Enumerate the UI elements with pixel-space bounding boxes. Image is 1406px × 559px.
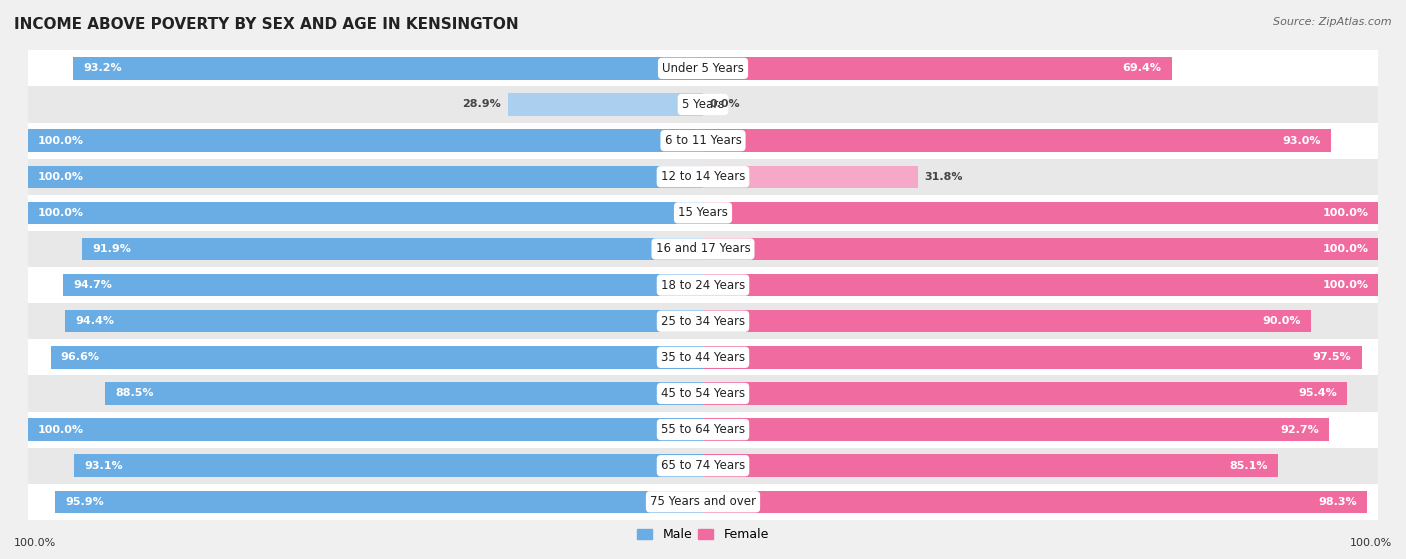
Bar xyxy=(83,238,703,260)
Bar xyxy=(73,57,703,79)
Text: 96.6%: 96.6% xyxy=(60,352,100,362)
Text: 100.0%: 100.0% xyxy=(14,538,56,548)
Text: 16 and 17 Years: 16 and 17 Years xyxy=(655,243,751,255)
Bar xyxy=(75,454,703,477)
Bar xyxy=(28,195,1378,231)
Text: 65 to 74 Years: 65 to 74 Years xyxy=(661,459,745,472)
Text: 85.1%: 85.1% xyxy=(1229,461,1268,471)
Bar xyxy=(703,382,1347,405)
Text: 6 to 11 Years: 6 to 11 Years xyxy=(665,134,741,147)
Text: 100.0%: 100.0% xyxy=(1322,244,1368,254)
Bar xyxy=(28,448,1378,484)
Bar xyxy=(66,310,703,333)
Text: Source: ZipAtlas.com: Source: ZipAtlas.com xyxy=(1274,17,1392,27)
Text: 25 to 34 Years: 25 to 34 Years xyxy=(661,315,745,328)
Bar xyxy=(28,165,703,188)
Text: 98.3%: 98.3% xyxy=(1319,497,1357,507)
Text: 31.8%: 31.8% xyxy=(925,172,963,182)
Bar xyxy=(28,130,703,152)
Bar xyxy=(28,87,1378,122)
Bar xyxy=(55,491,703,513)
Bar xyxy=(703,57,1171,79)
Bar xyxy=(703,238,1378,260)
Text: 93.1%: 93.1% xyxy=(84,461,122,471)
Text: 28.9%: 28.9% xyxy=(463,100,501,110)
Text: 15 Years: 15 Years xyxy=(678,206,728,219)
Text: 18 to 24 Years: 18 to 24 Years xyxy=(661,278,745,292)
Text: 94.4%: 94.4% xyxy=(76,316,114,326)
Bar xyxy=(28,50,1378,87)
Bar xyxy=(703,165,918,188)
Bar xyxy=(51,346,703,368)
Bar xyxy=(28,303,1378,339)
Text: 88.5%: 88.5% xyxy=(115,389,153,399)
Bar xyxy=(28,122,1378,159)
Bar xyxy=(703,202,1378,224)
Text: 100.0%: 100.0% xyxy=(1322,280,1368,290)
Bar xyxy=(28,418,703,440)
Bar xyxy=(703,491,1367,513)
Text: 100.0%: 100.0% xyxy=(1350,538,1392,548)
Bar xyxy=(703,310,1310,333)
Legend: Male, Female: Male, Female xyxy=(633,523,773,547)
Bar xyxy=(105,382,703,405)
Bar xyxy=(703,454,1278,477)
Text: 100.0%: 100.0% xyxy=(38,172,84,182)
Text: 93.0%: 93.0% xyxy=(1282,136,1322,145)
Bar xyxy=(28,159,1378,195)
Bar xyxy=(28,484,1378,520)
Bar xyxy=(28,202,703,224)
Text: 5 Years: 5 Years xyxy=(682,98,724,111)
Text: 93.2%: 93.2% xyxy=(83,63,122,73)
Bar xyxy=(28,339,1378,376)
Text: 45 to 54 Years: 45 to 54 Years xyxy=(661,387,745,400)
Text: 92.7%: 92.7% xyxy=(1281,425,1319,434)
Text: 91.9%: 91.9% xyxy=(93,244,131,254)
Bar xyxy=(508,93,703,116)
Text: 55 to 64 Years: 55 to 64 Years xyxy=(661,423,745,436)
Text: INCOME ABOVE POVERTY BY SEX AND AGE IN KENSINGTON: INCOME ABOVE POVERTY BY SEX AND AGE IN K… xyxy=(14,17,519,32)
Bar xyxy=(28,411,1378,448)
Text: 100.0%: 100.0% xyxy=(38,208,84,218)
Bar xyxy=(703,418,1329,440)
Bar xyxy=(703,274,1378,296)
Text: 100.0%: 100.0% xyxy=(1322,208,1368,218)
Bar xyxy=(703,130,1331,152)
Bar xyxy=(703,346,1361,368)
Text: 0.0%: 0.0% xyxy=(710,100,741,110)
Text: 75 Years and over: 75 Years and over xyxy=(650,495,756,508)
Text: 94.7%: 94.7% xyxy=(73,280,112,290)
Text: 90.0%: 90.0% xyxy=(1263,316,1301,326)
Text: 95.4%: 95.4% xyxy=(1299,389,1337,399)
Text: 35 to 44 Years: 35 to 44 Years xyxy=(661,351,745,364)
Bar xyxy=(28,231,1378,267)
Bar xyxy=(28,267,1378,303)
Text: 69.4%: 69.4% xyxy=(1122,63,1161,73)
Text: 12 to 14 Years: 12 to 14 Years xyxy=(661,170,745,183)
Bar xyxy=(28,376,1378,411)
Text: 97.5%: 97.5% xyxy=(1313,352,1351,362)
Text: 95.9%: 95.9% xyxy=(66,497,104,507)
Bar xyxy=(63,274,703,296)
Text: 100.0%: 100.0% xyxy=(38,425,84,434)
Text: Under 5 Years: Under 5 Years xyxy=(662,62,744,75)
Text: 100.0%: 100.0% xyxy=(38,136,84,145)
